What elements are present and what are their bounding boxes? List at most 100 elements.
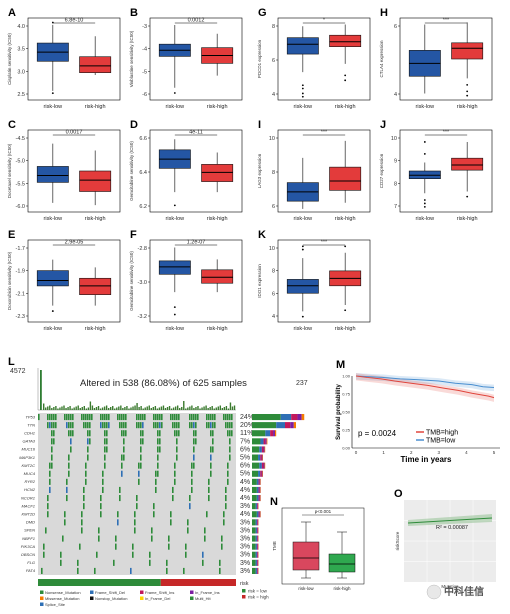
top-histogram-bar	[126, 406, 128, 410]
gene-percent-label: 3%	[240, 568, 250, 575]
mutation-cell	[130, 567, 132, 574]
y-tick-label: -1.7	[16, 246, 25, 252]
mutation-cell	[121, 462, 123, 469]
mutation-cell	[121, 430, 123, 437]
outlier-point	[173, 204, 176, 207]
mutation-cell	[104, 462, 106, 469]
mutation-cell	[68, 422, 70, 429]
box-risk-low	[286, 279, 319, 294]
mutation-cell	[155, 422, 157, 429]
mutation-cell	[231, 430, 233, 437]
mutation-cell	[85, 478, 87, 485]
mutation-cell	[208, 422, 210, 429]
top-histogram-bar	[150, 408, 152, 410]
panel-h: H6 4 CTLA4 expression *** risk-low risk-high	[379, 7, 493, 110]
top-histogram-bar	[160, 406, 163, 410]
gene-bar-segment	[290, 422, 294, 429]
mutation-cell	[119, 495, 121, 502]
mutation-cell	[210, 462, 212, 469]
mutation-cell	[140, 454, 142, 461]
outlier-point	[301, 95, 304, 98]
top-histogram-bar	[231, 406, 234, 410]
mutation-cell	[104, 446, 106, 453]
gene-label: KMT2C	[21, 463, 35, 468]
mutation-cell	[72, 430, 74, 437]
x-category-label: risk-low	[44, 216, 63, 222]
mutation-cell	[225, 422, 227, 429]
mutation-cell	[72, 422, 74, 429]
top-histogram-bar	[57, 408, 59, 410]
box-risk-low	[36, 166, 69, 183]
top-histogram-bar	[162, 405, 165, 410]
x-tick-label: 2	[410, 450, 413, 455]
mutation-cell	[206, 422, 208, 429]
mutation-cell	[49, 414, 51, 421]
top-histogram-bar	[217, 406, 219, 410]
box-risk-low	[36, 270, 69, 287]
mutation-cell	[89, 438, 91, 445]
mutation-cell	[172, 422, 174, 429]
pvalue-label: 0.0017	[66, 130, 83, 136]
gene-bar-segment	[276, 422, 285, 429]
y-tick-label: -2.3	[16, 314, 25, 320]
mutation-cell	[87, 446, 89, 453]
top-histogram-bar	[120, 405, 122, 410]
top-histogram-bar	[75, 406, 77, 410]
plot-frame	[27, 239, 121, 323]
gene-bar-segment	[252, 503, 256, 510]
gene-label: MACF1	[21, 503, 35, 508]
survival-curve-low	[355, 375, 495, 389]
mutation-cell	[176, 422, 178, 429]
x-tick-label: 3	[438, 450, 441, 455]
top-histogram-bar	[43, 403, 45, 410]
mutation-cell	[87, 430, 89, 437]
mutation-cell	[51, 438, 53, 445]
gene-percent-label: 24%	[240, 414, 254, 421]
y-tick-label: -4	[142, 47, 147, 53]
x-category-label: risk-high	[457, 216, 478, 222]
mutation-cell	[47, 495, 49, 502]
gene-bar-segment	[261, 462, 264, 469]
y-tick-label: 4	[272, 92, 275, 98]
y-axis-label: TMB	[272, 541, 277, 551]
gene-percent-label: 3%	[240, 519, 250, 526]
y-tick-label: 7	[394, 204, 397, 210]
gene-bar-segment	[259, 478, 261, 485]
gene-bar-segment	[259, 446, 262, 453]
top-histogram-bar	[132, 406, 134, 410]
gene-percent-label: 4%	[240, 495, 250, 502]
mutation-cell	[185, 551, 187, 558]
mutation-cell	[104, 422, 106, 429]
mutation-cell	[138, 478, 140, 485]
x-category-label: risk-low	[294, 326, 313, 332]
mutation-cell	[121, 422, 123, 429]
mutation-cell	[142, 422, 144, 429]
mutation-cell	[115, 543, 117, 550]
box-risk-low	[286, 37, 319, 55]
outlier-point	[423, 202, 426, 205]
panel-label: A	[8, 7, 16, 19]
mutation-cell	[115, 535, 117, 542]
mutation-cell	[212, 438, 214, 445]
mutation-cell	[136, 422, 138, 429]
y-tick-label: -6.0	[16, 204, 25, 210]
y-tick-label: 10	[269, 136, 275, 142]
mutation-cell	[138, 470, 140, 477]
panel-label: M	[336, 359, 345, 371]
gene-bar-segment	[263, 438, 266, 445]
risk-legend-swatch	[242, 589, 246, 593]
panel-m: M 1.00 0.75 0.50 0.25 0.00 0 1 2 3 4 5 Survival prob…	[336, 359, 500, 464]
gene-bar-segment	[256, 511, 259, 518]
gene-bar-segment	[256, 535, 258, 542]
gene-bar-segment	[291, 414, 298, 421]
mutation-cell	[123, 446, 125, 453]
outlier-point	[173, 313, 176, 316]
legend-swatch	[40, 602, 44, 606]
mutation-cell	[140, 462, 142, 469]
mutation-cell	[83, 495, 85, 502]
mutation-cell	[191, 486, 193, 493]
mutation-cell	[106, 438, 108, 445]
mutation-cell	[227, 414, 229, 421]
top-histogram-bar	[114, 408, 116, 410]
mutation-cell	[140, 446, 142, 453]
